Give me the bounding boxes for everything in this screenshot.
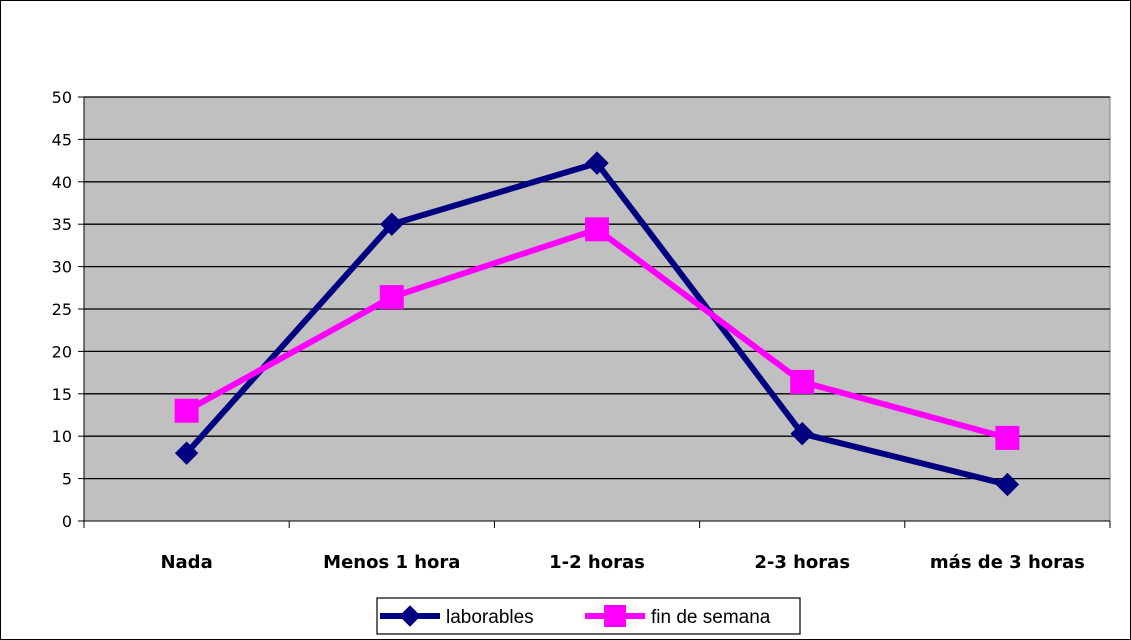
data-point — [585, 217, 609, 242]
y-tick-label: 5 — [62, 470, 72, 489]
x-tick-label: Nada — [160, 552, 212, 573]
data-point — [380, 212, 404, 236]
y-tick-label: 30 — [52, 258, 72, 277]
x-tick-label: 2-3 horas — [754, 552, 850, 573]
x-tick-label: más de 3 horas — [930, 552, 1085, 573]
data-point — [585, 151, 609, 175]
y-tick-label: 35 — [52, 215, 72, 234]
x-tick-label: 1-2 horas — [549, 552, 645, 573]
legend-label: fin de semana — [651, 607, 771, 628]
data-point — [379, 285, 404, 310]
legend-marker — [399, 605, 421, 627]
data-point — [995, 425, 1020, 450]
data-point — [790, 369, 815, 394]
y-tick-label: 25 — [52, 300, 72, 319]
y-tick-label: 15 — [52, 385, 72, 404]
legend-label: laborables — [446, 607, 534, 628]
y-tick-label: 10 — [52, 427, 72, 446]
legend-marker — [604, 605, 626, 627]
y-tick-label: 40 — [52, 173, 72, 192]
y-tick-label: 0 — [62, 512, 72, 531]
y-tick-label: 45 — [52, 130, 72, 149]
y-tick-label: 20 — [52, 342, 72, 361]
data-point — [174, 441, 199, 465]
x-tick-label: Menos 1 hora — [323, 552, 460, 573]
data-point — [790, 421, 814, 446]
data-point — [995, 472, 1020, 497]
data-point — [174, 398, 199, 423]
y-tick-label: 50 — [52, 88, 72, 107]
